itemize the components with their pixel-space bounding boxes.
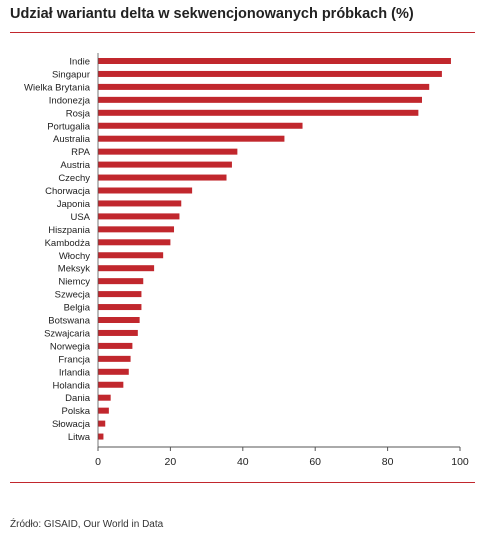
x-tick-label: 40	[237, 456, 249, 468]
bar-11	[98, 200, 182, 207]
x-axis: 0 20 40 60 80 100	[95, 53, 469, 468]
x-tick-label: 80	[382, 456, 394, 468]
title-divider	[10, 32, 475, 33]
category-label: Włochy	[59, 251, 90, 262]
category-label: Belgia	[64, 303, 91, 314]
x-tick-label: 60	[309, 456, 321, 468]
bar-19	[98, 304, 142, 311]
category-label: Indonezja	[49, 95, 91, 106]
bar-8	[98, 161, 232, 168]
category-label: Irlandia	[59, 367, 91, 378]
bar-3	[98, 96, 422, 103]
category-label: Słowacja	[52, 419, 91, 430]
bar-2	[98, 83, 430, 90]
category-label: USA	[70, 212, 90, 223]
category-label: Hiszpania	[48, 225, 90, 236]
bar-25	[98, 381, 124, 388]
bar-6	[98, 135, 285, 142]
category-label: Norwegia	[50, 341, 91, 352]
x-tick-label: 20	[165, 456, 177, 468]
category-label: Polska	[61, 406, 90, 417]
bar-26	[98, 394, 111, 401]
category-label: Francja	[58, 354, 90, 365]
bar-21	[98, 329, 138, 336]
bar-0	[98, 58, 451, 64]
bar-7	[98, 148, 238, 155]
category-label: Holandia	[53, 380, 91, 391]
bar-12	[98, 213, 180, 220]
x-tick-label: 0	[95, 456, 101, 468]
category-label: Botswana	[48, 316, 90, 327]
category-label: Japonia	[57, 199, 91, 210]
x-tick-label: 100	[451, 456, 469, 468]
category-label: Chorwacja	[45, 186, 91, 197]
category-label: RPA	[71, 147, 90, 158]
bar-4	[98, 109, 419, 116]
bar-29	[98, 433, 104, 440]
category-label: Niemcy	[58, 277, 90, 288]
bar-18	[98, 291, 142, 298]
category-label: Szwajcaria	[44, 328, 91, 339]
bar-20	[98, 317, 140, 323]
bar-1	[98, 70, 442, 77]
bar-16	[98, 265, 155, 272]
category-label: Wielka Brytania	[24, 82, 91, 93]
chart-title: Udział wariantu delta w sekwencjonowanyc…	[10, 6, 414, 22]
category-label: Meksyk	[58, 264, 90, 275]
footer-divider	[10, 482, 475, 483]
bar-28	[98, 420, 106, 427]
category-label: Szwecja	[55, 290, 91, 301]
category-label: Austria	[60, 160, 90, 171]
bar-24	[98, 368, 129, 375]
source-note: Źródło: GISAID, Our World in Data	[10, 519, 164, 530]
bar-5	[98, 122, 303, 129]
category-label: Dania	[65, 393, 91, 404]
bar-13	[98, 226, 175, 233]
bar-17	[98, 278, 144, 285]
category-label: Indie	[69, 57, 90, 68]
category-label: Singapur	[52, 69, 90, 80]
category-label: Portugalia	[47, 121, 90, 132]
bar-22	[98, 342, 133, 349]
bar-10	[98, 187, 193, 194]
bar-group	[98, 58, 451, 440]
bar-15	[98, 252, 164, 259]
category-label: Kambodża	[45, 238, 91, 249]
bar-27	[98, 407, 109, 414]
bar-9	[98, 174, 227, 181]
bar-23	[98, 355, 131, 362]
category-label: Litwa	[68, 432, 91, 443]
bar-14	[98, 239, 171, 246]
category-label: Australia	[53, 134, 91, 145]
category-label: Czechy	[58, 173, 90, 184]
category-label: Rosja	[66, 108, 91, 119]
